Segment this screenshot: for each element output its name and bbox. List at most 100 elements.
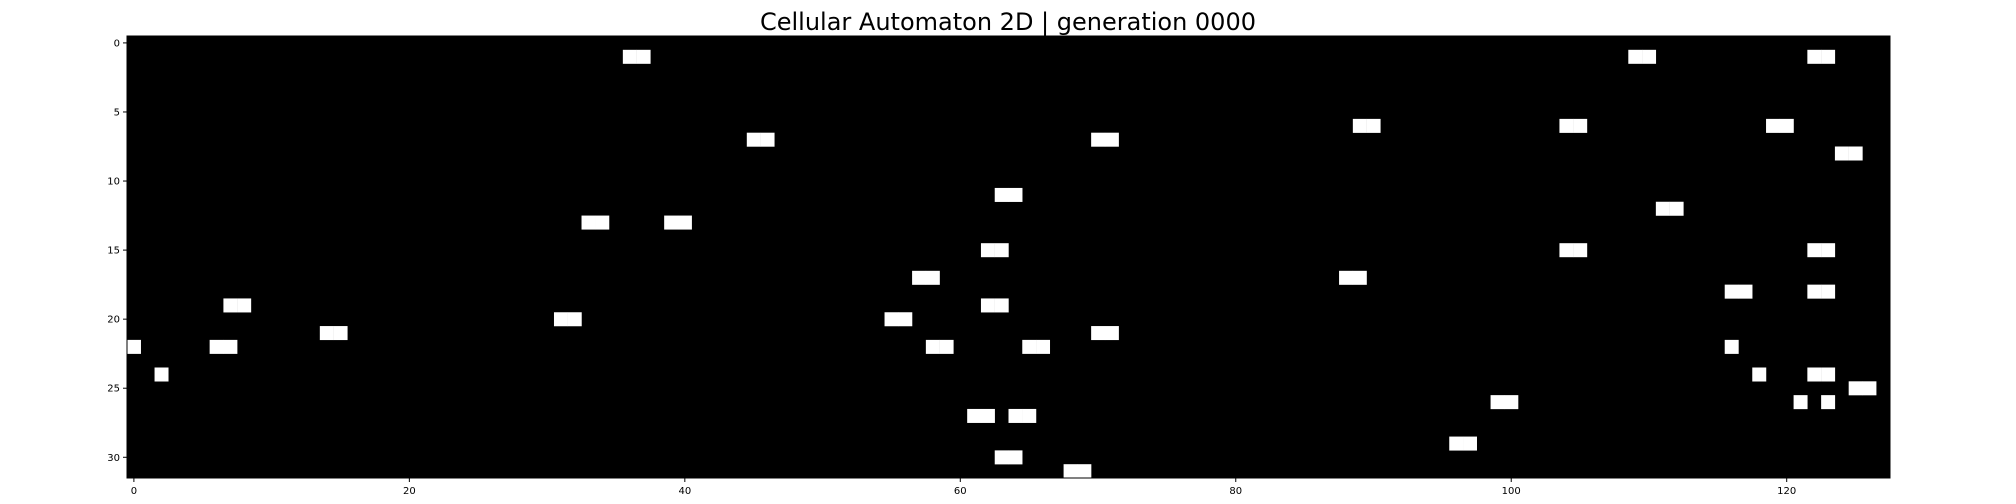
x-tick-label: 60 <box>954 486 967 497</box>
alive-cell <box>1669 201 1684 216</box>
alive-cell <box>1752 367 1767 382</box>
alive-cell <box>939 339 954 354</box>
alive-cell <box>223 339 238 354</box>
alive-cell <box>622 49 637 64</box>
alive-cell <box>1091 132 1106 147</box>
alive-cell <box>1036 339 1051 354</box>
alive-cell <box>1628 49 1643 64</box>
alive-cell <box>980 243 995 258</box>
alive-cell <box>1063 464 1078 479</box>
alive-cell <box>1807 49 1822 64</box>
alive-cell <box>1834 146 1849 161</box>
alive-cell <box>1008 450 1023 465</box>
plot-area <box>126 35 1891 479</box>
alive-cell <box>1490 395 1505 410</box>
alive-cell <box>1559 243 1574 258</box>
alive-cell <box>1821 395 1836 410</box>
alive-cell <box>1022 339 1037 354</box>
alive-cell <box>1655 201 1670 216</box>
alive-cell <box>980 408 995 423</box>
alive-cell <box>1724 284 1739 299</box>
alive-cell <box>1848 381 1863 396</box>
alive-cell <box>154 367 169 382</box>
alive-cell <box>595 215 610 230</box>
alive-cell <box>1848 146 1863 161</box>
x-tick-label: 40 <box>678 486 691 497</box>
y-tick-label: 10 <box>107 177 120 188</box>
alive-cell <box>760 132 775 147</box>
alive-cell <box>1104 326 1119 341</box>
alive-cell <box>1793 395 1808 410</box>
alive-cell <box>1821 49 1836 64</box>
alive-cell <box>223 298 238 313</box>
alive-cell <box>319 326 334 341</box>
alive-cell <box>664 215 679 230</box>
y-tick-label: 5 <box>114 107 120 118</box>
alive-cell <box>994 243 1009 258</box>
alive-cell <box>1862 381 1877 396</box>
alive-cell <box>1766 118 1781 133</box>
alive-cell <box>237 298 252 313</box>
y-tick-label: 25 <box>107 384 120 395</box>
alive-cell <box>1339 270 1354 285</box>
alive-cell <box>1022 408 1037 423</box>
alive-cell <box>912 270 927 285</box>
alive-cell <box>994 298 1009 313</box>
x-tick-label: 20 <box>403 486 416 497</box>
x-tick-label: 0 <box>131 486 137 497</box>
chart-title: Cellular Automaton 2D | generation 0000 <box>760 8 1256 36</box>
alive-cell <box>636 49 651 64</box>
alive-cell <box>898 312 913 327</box>
y-tick-label: 15 <box>107 246 120 257</box>
alive-cell <box>1077 464 1092 479</box>
alive-cell <box>333 326 348 341</box>
alive-cell <box>1366 118 1381 133</box>
alive-cell <box>1463 436 1477 451</box>
x-tick-label: 80 <box>1229 486 1242 497</box>
alive-cell <box>1642 49 1657 64</box>
alive-cell <box>925 339 940 354</box>
alive-cell <box>1779 118 1794 133</box>
y-tick-label: 30 <box>107 453 120 464</box>
alive-cell <box>1821 243 1836 258</box>
alive-cell <box>677 215 692 230</box>
alive-cell <box>209 339 224 354</box>
alive-cell <box>1573 243 1588 258</box>
alive-cell <box>1807 284 1822 299</box>
alive-cells-layer <box>127 49 1877 479</box>
alive-cell <box>967 408 982 423</box>
y-axis: 0 5 10 15 20 25 30 <box>107 38 127 464</box>
alive-cell <box>1573 118 1588 133</box>
alive-cell <box>1008 408 1023 423</box>
alive-cell <box>1008 187 1023 202</box>
alive-cell <box>1504 395 1519 410</box>
alive-cell <box>746 132 761 147</box>
alive-cell <box>1449 436 1464 451</box>
alive-cell <box>581 215 596 230</box>
alive-cell <box>1821 284 1836 299</box>
alive-cell <box>994 187 1009 202</box>
plot-frame <box>126 35 1891 479</box>
alive-cell <box>1807 367 1822 382</box>
alive-cell <box>994 450 1009 465</box>
alive-cell <box>127 339 141 354</box>
alive-cell <box>1559 118 1574 133</box>
y-tick-label: 20 <box>107 315 120 326</box>
alive-cell <box>980 298 995 313</box>
alive-cell <box>1724 339 1739 354</box>
alive-cell <box>1091 326 1106 341</box>
x-tick-label: 120 <box>1777 486 1796 497</box>
alive-cell <box>1352 270 1367 285</box>
alive-cell <box>1807 243 1822 258</box>
alive-cell <box>1104 132 1119 147</box>
alive-cell <box>1821 367 1836 382</box>
alive-cell <box>1352 118 1367 133</box>
alive-cell <box>1738 284 1753 299</box>
alive-cell <box>925 270 940 285</box>
alive-cell <box>567 312 582 327</box>
x-tick-label: 100 <box>1502 486 1521 497</box>
y-tick-label: 0 <box>114 38 120 49</box>
alive-cell <box>884 312 899 327</box>
x-axis: 0 20 40 60 80 100 120 <box>131 478 1796 497</box>
